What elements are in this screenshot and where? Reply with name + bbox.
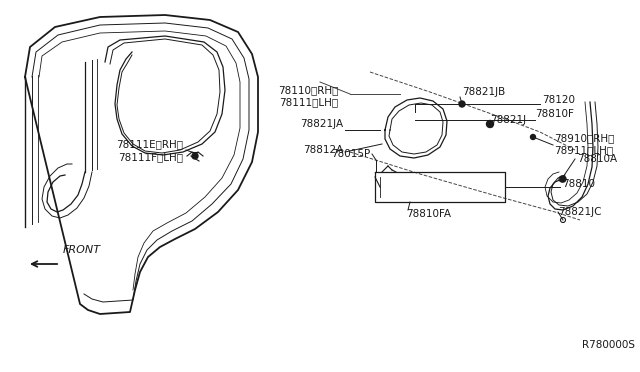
- Text: 78110〈RH〉: 78110〈RH〉: [278, 85, 338, 95]
- Text: 78911〈LH〉: 78911〈LH〉: [554, 145, 613, 155]
- Text: 78821JA: 78821JA: [300, 119, 343, 129]
- Text: 78111〈LH〉: 78111〈LH〉: [279, 97, 338, 107]
- Circle shape: [486, 121, 493, 128]
- Text: FRONT: FRONT: [63, 245, 101, 255]
- Text: 78120: 78120: [542, 95, 575, 105]
- Text: 78821JC: 78821JC: [558, 207, 602, 217]
- Text: 78810A: 78810A: [577, 154, 617, 164]
- Text: 78111F〈LH〉: 78111F〈LH〉: [118, 152, 183, 162]
- Text: 78910〈RH〉: 78910〈RH〉: [554, 133, 614, 143]
- Text: 78015P: 78015P: [331, 149, 370, 159]
- Text: 78821JB: 78821JB: [462, 87, 505, 97]
- Text: 78821J: 78821J: [490, 115, 526, 125]
- Text: 78810FA: 78810FA: [406, 209, 451, 219]
- Text: 78812A: 78812A: [303, 145, 343, 155]
- Circle shape: [459, 101, 465, 107]
- Text: 78810: 78810: [562, 179, 595, 189]
- Text: 78810F: 78810F: [535, 109, 574, 119]
- Circle shape: [560, 176, 566, 182]
- Circle shape: [531, 135, 536, 140]
- Text: R780000S: R780000S: [582, 340, 635, 350]
- Circle shape: [192, 153, 198, 159]
- Text: 78111E〈RH〉: 78111E〈RH〉: [116, 139, 183, 149]
